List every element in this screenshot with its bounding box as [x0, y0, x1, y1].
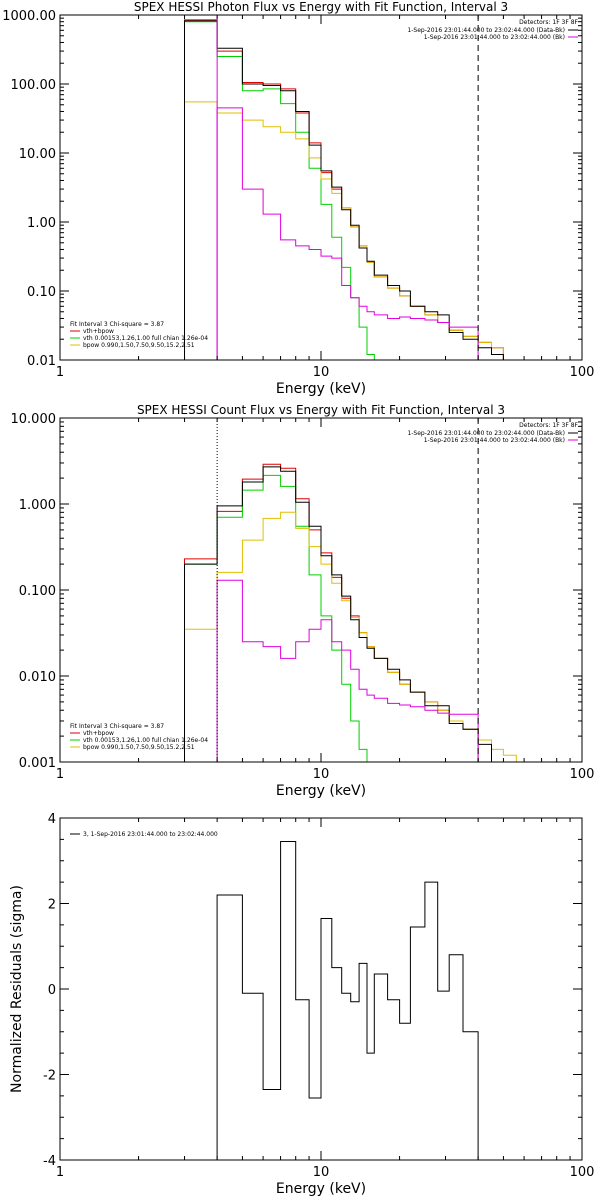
- legend-top-right: Detectors: 1F 3F 8F1-Sep-2016 23:01:44.0…: [407, 19, 578, 41]
- legend-entry: 1-Sep-2016 23:01:44.000 to 23:02:44.000 …: [407, 430, 565, 437]
- legend-entry: vth+bpow: [83, 328, 114, 335]
- legend-top-left: 3, 1-Sep-2016 23:01:44.000 to 23:02:44.0…: [70, 831, 218, 838]
- legend-entry: vth+bpow: [83, 730, 114, 737]
- legend-bottom-left: Fit Interval 3 Chi-square = 3.87vth+bpow…: [70, 321, 208, 349]
- y-tick-label: 4: [48, 812, 56, 827]
- photon-flux-panel: SPEX HESSI Photon Flux vs Energy with Fi…: [2, 0, 594, 397]
- y-tick-label: 0: [48, 983, 56, 998]
- y-tick-label: 0.001: [19, 756, 56, 771]
- y-tick-label: 1000.00: [2, 9, 56, 24]
- chart-title: SPEX HESSI Count Flux vs Energy with Fit…: [137, 403, 505, 417]
- x-tick-label: 1: [56, 1165, 64, 1180]
- legend-entry: 1-Sep-2016 23:01:44.000 to 23:02:44.000 …: [424, 34, 565, 41]
- y-tick-label: 10.000: [11, 412, 57, 427]
- y-tick-label: 10.00: [19, 147, 56, 162]
- residuals-panel: 1 10 100 Energy (keV) -4 -2 0 2 4 Normalized Resi…: [9, 812, 594, 1197]
- y-tick-label: 0.010: [19, 670, 56, 685]
- series-bpow-line: [184, 511, 528, 762]
- y-tick-label: 2: [48, 898, 56, 913]
- legend-entry: bpow 0.990,1.50,7.50,9.50,15.2,2.51: [83, 342, 195, 349]
- y-tick-label: 1.00: [27, 216, 56, 231]
- x-tick-label: 10: [313, 365, 330, 380]
- series-data-line: [184, 466, 492, 762]
- legend-entry: 1-Sep-2016 23:01:44.000 to 23:02:44.000 …: [424, 437, 565, 444]
- y-tick-label: -4: [43, 1154, 56, 1169]
- legend-header: Detectors: 1F 3F 8F: [519, 422, 578, 429]
- legend-entry: 1-Sep-2016 23:01:44.000 to 23:02:44.000 …: [407, 27, 565, 34]
- y-tick-label: 0.10: [27, 285, 56, 300]
- series-vth-line: [184, 21, 388, 360]
- x-axis-label: Energy (keV): [276, 381, 366, 397]
- x-axis-label: Energy (keV): [276, 783, 366, 799]
- legend-entry: vth 0.00153,1.26,1.00 full chian 1.26e-0…: [83, 737, 208, 744]
- x-tick-label: 10: [313, 1165, 330, 1180]
- legend-entry: vth 0.00153,1.26,1.00 full chian 1.26e-0…: [83, 335, 208, 342]
- legend-top-right: Detectors: 1F 3F 8F1-Sep-2016 23:01:44.0…: [407, 422, 578, 444]
- legend-header: Fit Interval 3 Chi-square = 3.87: [70, 723, 164, 730]
- x-tick-label: 100: [570, 1165, 595, 1180]
- y-axis-label: Normalized Residuals (sigma): [9, 885, 25, 1093]
- x-tick-label: 100: [570, 767, 595, 782]
- legend-bottom-left: Fit Interval 3 Chi-square = 3.87vth+bpow…: [70, 723, 208, 751]
- legend-header: Detectors: 1F 3F 8F: [519, 19, 578, 26]
- y-tick-label: 100.00: [11, 78, 57, 93]
- x-tick-label: 100: [570, 365, 595, 380]
- y-tick-label: -2: [43, 1069, 56, 1084]
- legend-header: Fit Interval 3 Chi-square = 3.87: [70, 321, 164, 328]
- y-tick-label: 0.100: [19, 584, 56, 599]
- series-bpow-line: [184, 101, 504, 360]
- series-bk-line: [216, 107, 479, 360]
- series-data-line: [216, 841, 479, 1160]
- series-vth-line: [184, 474, 368, 762]
- chart-title: SPEX HESSI Photon Flux vs Energy with Fi…: [134, 0, 508, 14]
- series-total-line: [184, 19, 504, 360]
- x-tick-label: 1: [56, 365, 64, 380]
- legend-entry: 3, 1-Sep-2016 23:01:44.000 to 23:02:44.0…: [83, 831, 218, 838]
- count-flux-panel: SPEX HESSI Count Flux vs Energy with Fit…: [11, 403, 595, 799]
- series-data-line: [184, 20, 504, 360]
- y-tick-label: 1.000: [19, 498, 56, 513]
- series-bk-line: [216, 579, 479, 762]
- x-tick-label: 10: [313, 767, 330, 782]
- y-tick-label: 0.01: [27, 354, 56, 369]
- series-total-line: [184, 463, 479, 762]
- x-tick-label: 1: [56, 767, 64, 782]
- legend-entry: bpow 0.990,1.50,7.50,9.50,15.2,2.51: [83, 744, 195, 751]
- x-axis-label: Energy (keV): [276, 1181, 366, 1197]
